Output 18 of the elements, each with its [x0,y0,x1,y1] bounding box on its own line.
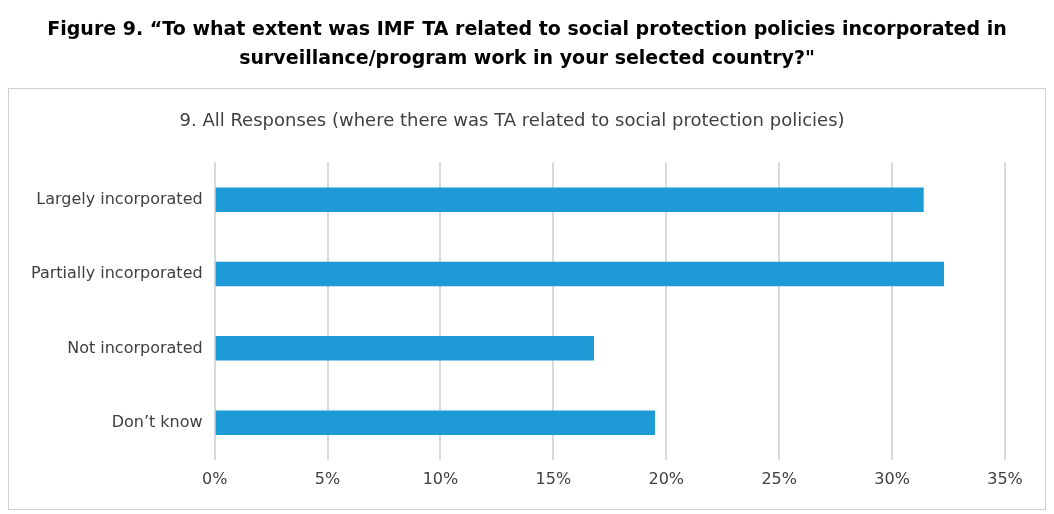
x-tick-label: 15% [535,468,572,488]
x-tick-label: 20% [648,468,685,488]
x-tick-label: 30% [874,468,910,488]
y-tick-label: Not incorporated [67,337,203,357]
x-tick-label: 10% [422,468,459,488]
x-tick-label: 5% [314,468,341,488]
chart-title: Figure 9. “To what extent was IMF TA related to social protection policies incorporated in surveillance/program work in your selected country?" [46,16,1008,70]
x-tick-label: 35% [987,468,1023,488]
y-tick-label: Partially incorporated [30,263,203,283]
y-tick-label: Largely incorporated [36,188,203,208]
x-tick-label: 0% [201,468,228,488]
chart-subtitle: 9. All Responses (where there was TA related to social protection policies) [179,109,845,131]
bar [215,187,924,213]
bar [215,261,945,287]
bar [215,410,655,435]
y-tick-label: Don’t know [111,411,203,431]
bar [215,336,595,361]
x-tick-label: 25% [761,468,797,488]
